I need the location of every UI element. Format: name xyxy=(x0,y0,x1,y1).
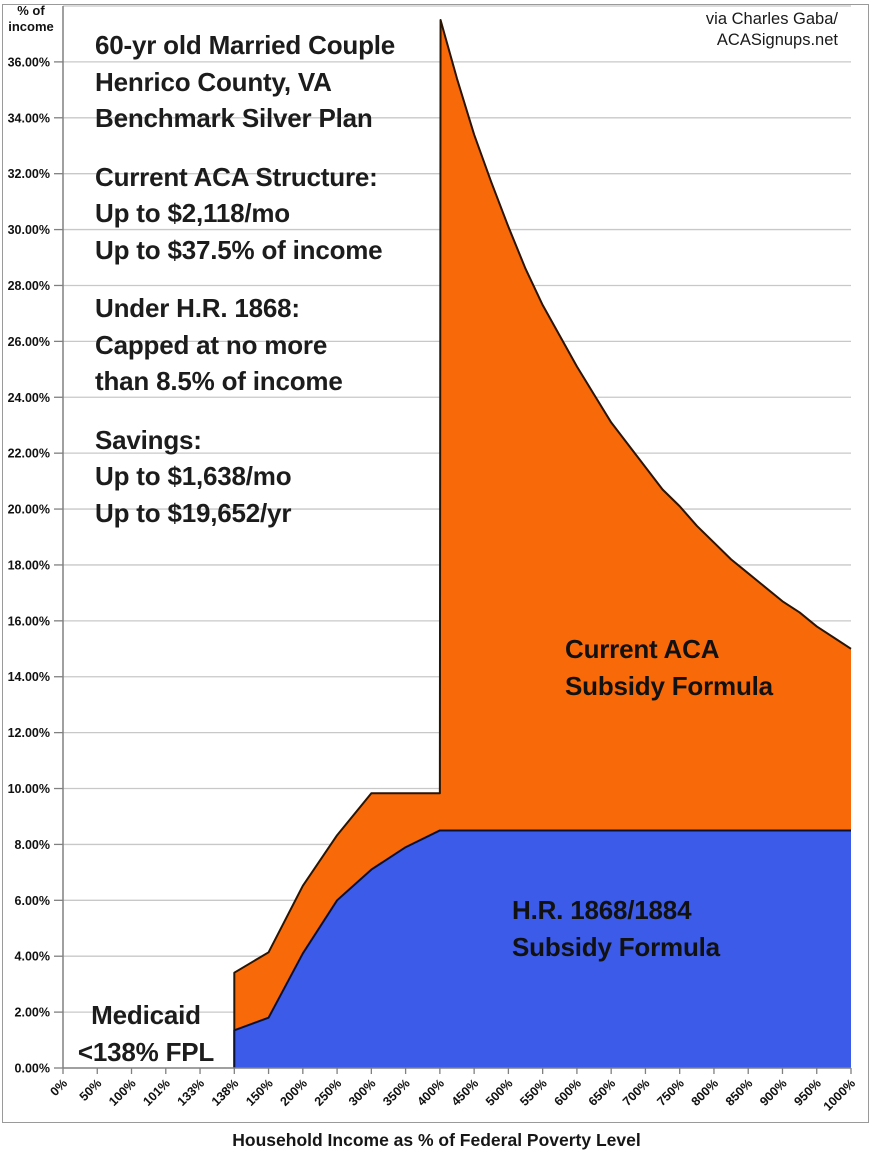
x-tick-label: 400% xyxy=(414,1076,447,1109)
y-tick-label: 30.00% xyxy=(8,223,50,237)
y-tick-label: 28.00% xyxy=(8,279,50,293)
y-tick-label: 8.00% xyxy=(15,838,50,852)
y-tick-label: 32.00% xyxy=(8,167,50,181)
annotation-plan-info: 60-yr old Married Couple Henrico County,… xyxy=(95,30,396,133)
x-tick-label: 900% xyxy=(757,1076,790,1109)
annotation-block: 60-yr old Married Couple Henrico County,… xyxy=(95,27,435,553)
x-axis-title: Household Income as % of Federal Poverty… xyxy=(232,1130,641,1150)
x-tick-label: 100% xyxy=(106,1076,139,1109)
x-tick-label: 750% xyxy=(654,1076,687,1109)
y-tick-label: 36.00% xyxy=(8,55,50,69)
x-tick-label: 650% xyxy=(586,1076,619,1109)
y-tick-label: 34.00% xyxy=(8,111,50,125)
x-tick-label: 150% xyxy=(243,1076,276,1109)
chart-frame xyxy=(2,4,869,1123)
x-tick-label: 800% xyxy=(689,1076,722,1109)
x-tick-label: 101% xyxy=(140,1076,173,1109)
edge-hr1868 xyxy=(233,829,851,1068)
series-label-hr1868: H.R. 1868/1884 Subsidy Formula xyxy=(512,895,720,962)
x-tick-label: 600% xyxy=(552,1076,585,1109)
x-tick-label: 700% xyxy=(620,1076,653,1109)
y-tick-label: 10.00% xyxy=(8,782,50,796)
x-tick-label: 500% xyxy=(483,1076,516,1109)
area-current-aca xyxy=(234,19,852,1069)
edge-current-aca xyxy=(233,18,852,1068)
x-tick-label: 250% xyxy=(312,1076,345,1109)
y-axis-title: % of income xyxy=(8,3,54,34)
annotation-savings: Savings: Up to $1,638/mo Up to $19,652/y… xyxy=(95,424,292,528)
area-hr1868 xyxy=(234,830,852,1068)
x-tick-label: 950% xyxy=(791,1076,824,1109)
attribution: via Charles Gaba/ ACASignups.net xyxy=(705,10,838,49)
plot-area: 0.00% 2.00% 4.00% 6.00% 8.00% 10.00% 12.00% 14.… xyxy=(8,5,858,1114)
annotation-current-aca-structure: Current ACA Structure: Up to $2,118/mo U… xyxy=(95,161,383,265)
y-tick-label: 12.00% xyxy=(8,726,50,740)
x-tick-label: 50% xyxy=(77,1076,105,1104)
y-tick-label: 16.00% xyxy=(8,614,50,628)
x-tick-label: 133% xyxy=(175,1076,208,1109)
series-label-current-aca: Current ACA Subsidy Formula xyxy=(565,634,773,701)
x-tick-label: 850% xyxy=(723,1076,756,1109)
x-tick-label: 200% xyxy=(277,1076,310,1109)
x-tick-label: 0% xyxy=(47,1076,70,1099)
y-tick-label: 18.00% xyxy=(8,558,50,572)
y-tick-label: 24.00% xyxy=(8,391,50,405)
x-tick-label: 1000% xyxy=(821,1076,858,1113)
y-tick-label: 22.00% xyxy=(8,447,50,461)
y-tick-label: 26.00% xyxy=(8,335,50,349)
x-tick-label: 450% xyxy=(449,1076,482,1109)
y-tick-label: 4.00% xyxy=(15,950,50,964)
x-tick-label: 138% xyxy=(209,1076,242,1109)
y-tick-label: 0.00% xyxy=(15,1062,50,1076)
y-tick-label: 14.00% xyxy=(8,670,50,684)
x-tick-label: 300% xyxy=(346,1076,379,1109)
y-tick-label: 20.00% xyxy=(8,503,50,517)
annotation-under-hr1868: Under H.R. 1868: Capped at no more than … xyxy=(95,293,343,396)
medicaid-label: Medicaid <138% FPL xyxy=(77,1000,215,1067)
x-tick-label: 550% xyxy=(517,1076,550,1109)
y-tick-label: 2.00% xyxy=(15,1006,50,1020)
x-tick-label: 350% xyxy=(380,1076,413,1109)
y-tick-label: 6.00% xyxy=(15,894,50,908)
